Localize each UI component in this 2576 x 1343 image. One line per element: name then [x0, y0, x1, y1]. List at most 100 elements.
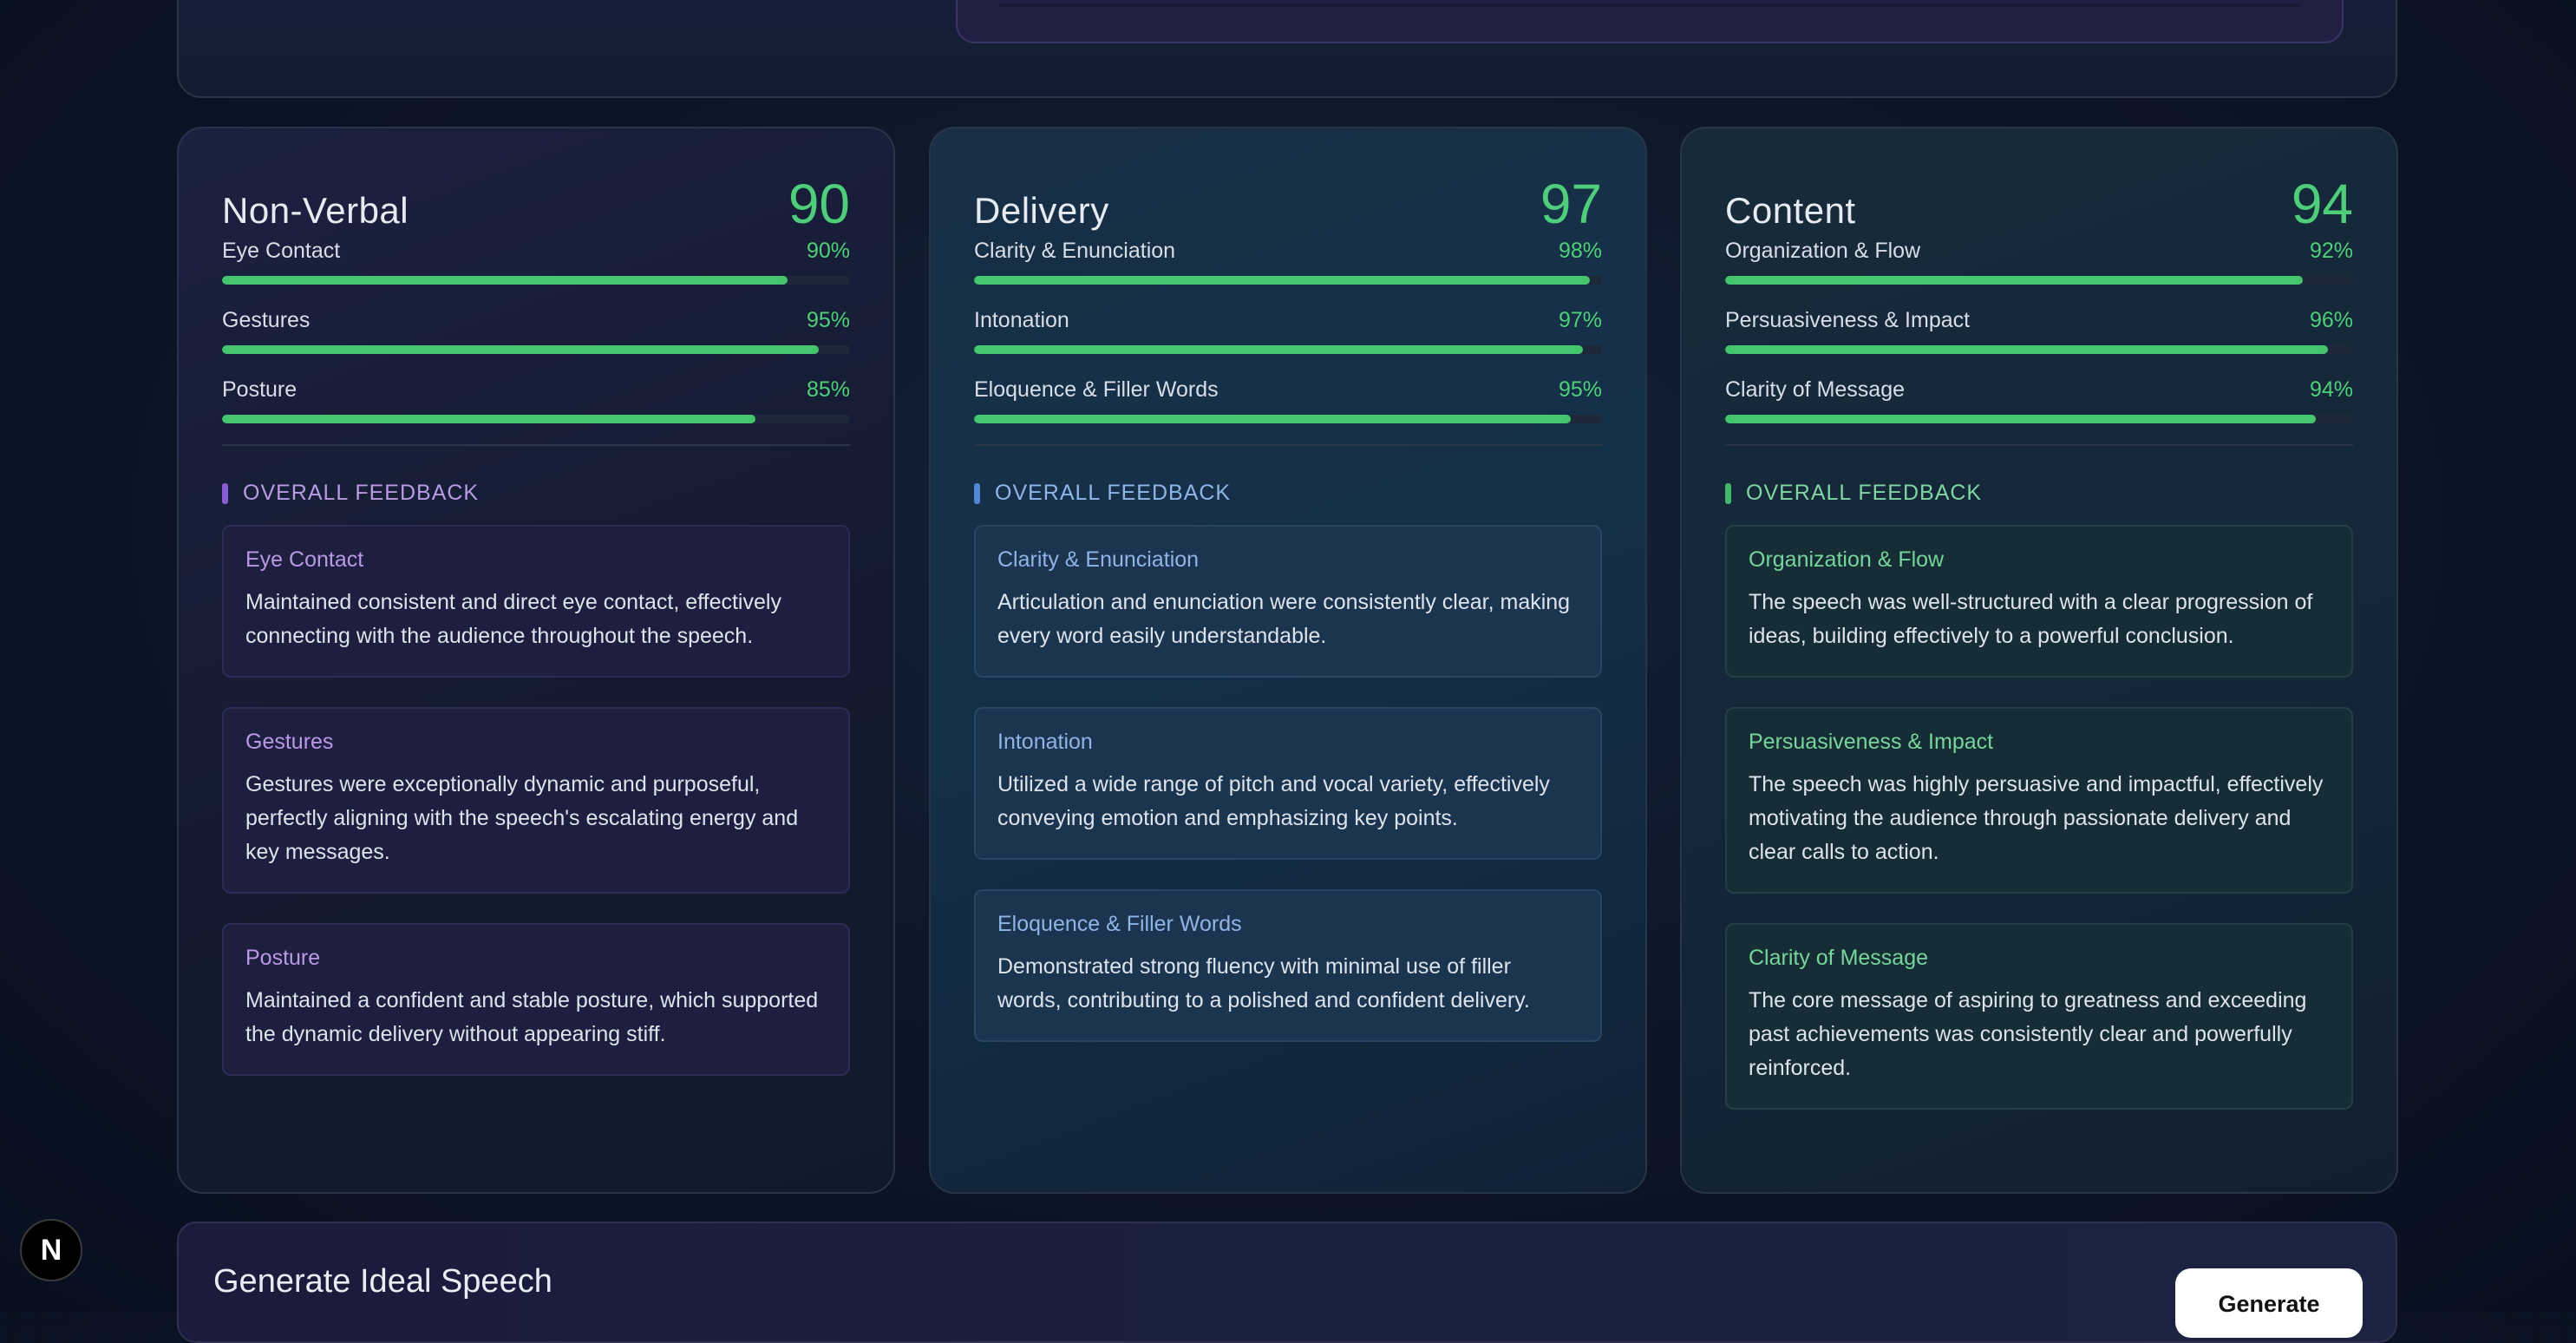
- card-header: Delivery 97: [974, 172, 1602, 236]
- card-title: Non-Verbal: [222, 190, 409, 231]
- generate-button[interactable]: Generate: [2175, 1268, 2363, 1338]
- metric-percent: 85%: [806, 377, 850, 402]
- heading-marker: [974, 482, 980, 504]
- feedback-heading-label: OVERALL FEEDBACK: [243, 481, 480, 505]
- feedback-title: Clarity of Message: [1749, 946, 1929, 970]
- metric: Organization & Flow 92%: [1725, 236, 2353, 285]
- metric-percent: 92%: [2309, 238, 2353, 263]
- metric-label: Eye Contact: [222, 238, 341, 263]
- progress-fill: [974, 276, 1590, 285]
- metric-label: Gestures: [222, 307, 311, 332]
- feedback-title: Posture: [245, 946, 321, 970]
- score-card-content: Content 94 Organization & Flow 92% Persu…: [1680, 127, 2398, 1194]
- feedback-text: Maintained consistent and direct eye con…: [245, 590, 781, 648]
- progress-track: [974, 345, 1602, 354]
- progress-track: [1725, 276, 2353, 285]
- metric: Gestures 95%: [222, 305, 850, 354]
- progress-fill: [222, 276, 788, 285]
- feedback-text: The speech was well-structured with a cl…: [1749, 590, 2313, 648]
- metric: Clarity of Message 94%: [1725, 375, 2353, 423]
- feedback-text: Gestures were exceptionally dynamic and …: [245, 772, 799, 864]
- progress-fill: [222, 415, 756, 423]
- metric-label: Intonation: [974, 307, 1069, 332]
- feedback-title: Clarity & Enunciation: [997, 547, 1200, 572]
- feedback-item: Organization & Flow The speech was well-…: [1725, 525, 2353, 678]
- badge-letter: N: [40, 1233, 62, 1267]
- feedback-item: Posture Maintained a confident and stabl…: [222, 923, 850, 1076]
- metric-label: Organization & Flow: [1725, 238, 1921, 263]
- metric-percent: 96%: [2309, 307, 2353, 332]
- metric-label: Persuasiveness & Impact: [1725, 307, 1971, 332]
- metric-label: Eloquence & Filler Words: [974, 377, 1219, 402]
- metric: Posture 85%: [222, 375, 850, 423]
- divider: [1725, 444, 2353, 446]
- score-card-non-verbal: Non-Verbal 90 Eye Contact 90% Gestures 9…: [177, 127, 895, 1194]
- feedback-title: Eloquence & Filler Words: [997, 912, 1242, 936]
- feedback-heading: OVERALL FEEDBACK: [1725, 481, 2353, 506]
- feedback-item: Eloquence & Filler Words Demonstrated st…: [974, 889, 1602, 1042]
- feedback-item: Intonation Utilized a wide range of pitc…: [974, 707, 1602, 860]
- feedback-text: Utilized a wide range of pitch and vocal…: [997, 772, 1550, 830]
- metric-percent: 94%: [2309, 377, 2353, 402]
- progress-track: [222, 415, 850, 423]
- feedback-heading: OVERALL FEEDBACK: [974, 481, 1602, 506]
- card-score: 97: [1540, 173, 1602, 235]
- feedback-item: Gestures Gestures were exceptionally dyn…: [222, 707, 850, 894]
- nextjs-logo-icon[interactable]: N: [20, 1219, 82, 1281]
- metric-label: Clarity of Message: [1725, 377, 1906, 402]
- feedback-item: Eye Contact Maintained consistent and di…: [222, 525, 850, 678]
- feedback-text: Articulation and enunciation were consis…: [997, 590, 1571, 648]
- progress-track: [1725, 345, 2353, 354]
- metric-percent: 97%: [1558, 307, 1602, 332]
- heading-marker: [222, 482, 228, 504]
- feedback-title: Organization & Flow: [1749, 547, 1945, 572]
- card-score: 90: [788, 173, 850, 235]
- feedback-title: Eye Contact: [245, 547, 364, 572]
- progress-track: [974, 276, 1602, 285]
- metric-percent: 95%: [806, 307, 850, 332]
- feedback-heading-label: OVERALL FEEDBACK: [1746, 481, 1983, 505]
- metric: Intonation 97%: [974, 305, 1602, 354]
- progress-track: [222, 276, 850, 285]
- divider: [974, 444, 1602, 446]
- generate-ideal-speech-panel: Generate Ideal Speech Generate: [177, 1222, 2397, 1343]
- progress-fill: [974, 345, 1584, 354]
- progress-track: [974, 415, 1602, 423]
- feedback-heading-label: OVERALL FEEDBACK: [995, 481, 1232, 505]
- card-title: Content: [1725, 190, 1856, 231]
- previous-section-panel: [177, 0, 2397, 98]
- feedback-item: Clarity of Message The core message of a…: [1725, 923, 2353, 1110]
- feedback-item: Clarity & Enunciation Articulation and e…: [974, 525, 1602, 678]
- progress-track: [1725, 415, 2353, 423]
- card-score: 94: [2291, 173, 2353, 235]
- feedback-heading: OVERALL FEEDBACK: [222, 481, 850, 506]
- score-card-delivery: Delivery 97 Clarity & Enunciation 98% In…: [929, 127, 1647, 1194]
- progress-fill: [222, 345, 819, 354]
- inner-panel-bar: [999, 3, 2300, 7]
- metric-label: Posture: [222, 377, 297, 402]
- metric: Persuasiveness & Impact 96%: [1725, 305, 2353, 354]
- panel-title: Generate Ideal Speech: [213, 1263, 552, 1300]
- feedback-text: The speech was highly persuasive and imp…: [1749, 772, 2324, 864]
- feedback-title: Gestures: [245, 730, 334, 754]
- feedback-text: Demonstrated strong fluency with minimal…: [997, 954, 1530, 1012]
- metric-label: Clarity & Enunciation: [974, 238, 1176, 263]
- feedback-text: Maintained a confident and stable postur…: [245, 988, 819, 1046]
- card-title: Delivery: [974, 190, 1109, 231]
- progress-track: [222, 345, 850, 354]
- metric: Clarity & Enunciation 98%: [974, 236, 1602, 285]
- metric: Eye Contact 90%: [222, 236, 850, 285]
- metric-percent: 90%: [806, 238, 850, 263]
- feedback-title: Persuasiveness & Impact: [1749, 730, 1994, 754]
- progress-fill: [1725, 415, 2316, 423]
- progress-fill: [974, 415, 1571, 423]
- card-header: Content 94: [1725, 172, 2353, 236]
- metric-percent: 95%: [1558, 377, 1602, 402]
- previous-section-inner-panel: [956, 0, 2344, 43]
- metric-percent: 98%: [1558, 238, 1602, 263]
- feedback-text: The core message of aspiring to greatnes…: [1749, 988, 2307, 1080]
- feedback-title: Intonation: [997, 730, 1093, 754]
- divider: [222, 444, 850, 446]
- metric: Eloquence & Filler Words 95%: [974, 375, 1602, 423]
- card-header: Non-Verbal 90: [222, 172, 850, 236]
